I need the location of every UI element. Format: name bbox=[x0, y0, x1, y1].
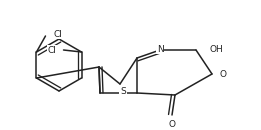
Text: Cl: Cl bbox=[54, 30, 62, 38]
Text: O: O bbox=[220, 70, 227, 79]
Text: O: O bbox=[169, 119, 175, 128]
Text: OH: OH bbox=[210, 44, 224, 54]
Text: S: S bbox=[120, 86, 126, 96]
Text: N: N bbox=[157, 44, 163, 54]
Text: Cl: Cl bbox=[48, 46, 57, 54]
